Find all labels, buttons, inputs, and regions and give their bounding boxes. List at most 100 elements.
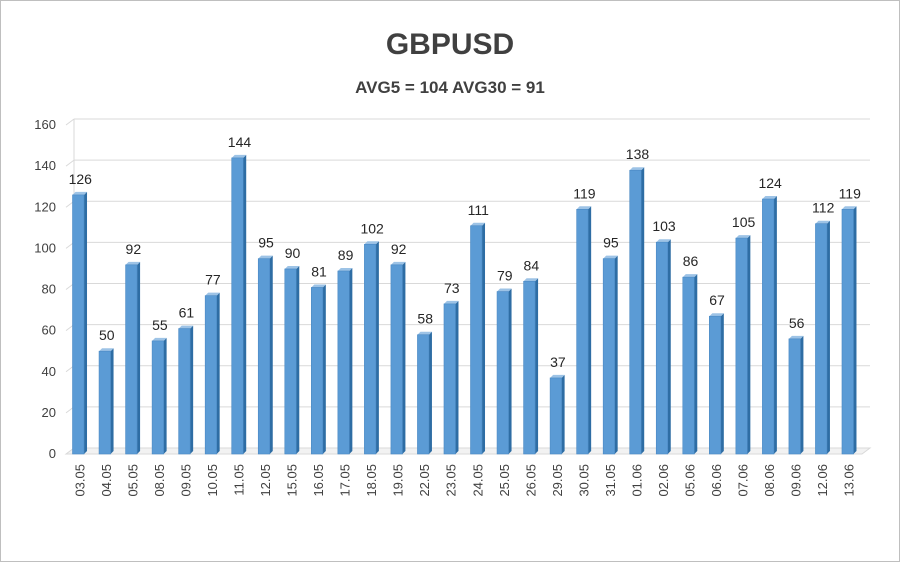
data-label: 95 <box>258 235 274 251</box>
bar <box>151 337 167 455</box>
bar-front <box>523 280 536 455</box>
bar-side <box>455 300 459 454</box>
bar-top <box>284 265 300 269</box>
x-tick-label: 18.05 <box>364 464 379 497</box>
bar-side <box>535 278 539 454</box>
bar-top <box>99 348 114 352</box>
bar-front <box>443 303 456 455</box>
data-label: 67 <box>709 292 725 308</box>
bar-side <box>269 255 273 454</box>
bar-side <box>482 222 486 454</box>
x-tick-label: 13.06 <box>842 464 857 497</box>
data-label: 102 <box>360 220 384 236</box>
bar-front <box>337 270 350 455</box>
bar <box>257 255 273 455</box>
bar-top <box>656 239 671 243</box>
bar <box>762 196 777 455</box>
bars <box>72 154 857 455</box>
bar-top <box>337 267 353 271</box>
bar-top <box>364 241 379 245</box>
y-tick-label: 0 <box>49 446 56 461</box>
data-label: 126 <box>69 171 93 187</box>
bar <box>364 241 379 455</box>
bar-side <box>614 255 618 454</box>
data-label: 92 <box>391 241 407 257</box>
bar-top <box>443 300 459 304</box>
y-tick-label: 40 <box>42 364 56 379</box>
data-label: 90 <box>285 245 301 261</box>
bar <box>841 206 857 455</box>
y-axis-ticks: 0 20 40 60 80 100 120 140 160 <box>34 117 56 461</box>
data-label: 37 <box>550 354 566 370</box>
bar-top <box>125 261 141 265</box>
bar-front <box>576 209 589 455</box>
x-tick-label: 02.06 <box>656 464 671 497</box>
bar-front <box>257 258 271 455</box>
bar-top <box>603 255 618 259</box>
bar-front <box>655 241 669 455</box>
data-label: 112 <box>812 200 835 216</box>
x-tick-label: 01.06 <box>629 464 644 497</box>
x-tick-label: 09.05 <box>178 464 193 497</box>
x-tick-label: 10.05 <box>205 464 220 497</box>
bar <box>98 348 114 455</box>
bar-front <box>762 198 775 455</box>
x-tick-label: 31.05 <box>603 464 618 497</box>
data-label: 105 <box>732 214 756 230</box>
bar-front <box>629 169 642 455</box>
x-axis-ticks: 03.05 04.05 05.05 08.05 09.05 10.05 11.05 12.05… <box>72 464 856 497</box>
y-tick-label: 20 <box>42 405 56 420</box>
x-tick-label: 09.06 <box>789 464 804 497</box>
bar <box>709 313 724 455</box>
bar-side <box>163 337 167 454</box>
y-tick-label: 60 <box>42 323 56 338</box>
chart-subtitle: AVG5 = 104 AVG30 = 91 <box>355 78 545 97</box>
data-label: 103 <box>652 218 676 234</box>
x-tick-label: 03.05 <box>72 464 87 497</box>
x-tick-label: 08.06 <box>762 464 777 497</box>
data-label: 61 <box>179 305 195 321</box>
bar-front <box>709 315 722 455</box>
bar-side <box>243 154 247 454</box>
data-label: 58 <box>417 311 433 327</box>
bar-front <box>549 377 562 455</box>
data-label: 138 <box>626 146 650 162</box>
bar-side <box>137 261 141 454</box>
bar-top <box>205 292 220 296</box>
bar <box>443 300 459 455</box>
data-label: 92 <box>126 241 142 257</box>
bar-top <box>231 154 247 158</box>
x-tick-label: 24.05 <box>470 464 485 497</box>
y-tick-label: 140 <box>34 158 56 173</box>
bar <box>470 222 486 455</box>
bar-front <box>390 264 403 455</box>
bar-front <box>231 157 244 455</box>
bar <box>284 265 300 455</box>
bar <box>735 235 751 455</box>
data-label: 86 <box>683 253 699 269</box>
gridline-side <box>65 159 75 167</box>
bar <box>390 261 406 455</box>
data-label: 81 <box>311 263 327 279</box>
bar-front <box>417 334 430 455</box>
data-label: 144 <box>228 134 252 150</box>
bar <box>655 239 671 455</box>
x-tick-label: 26.05 <box>523 464 538 497</box>
bar <box>549 374 565 455</box>
bar <box>72 191 88 455</box>
x-tick-label: 22.05 <box>417 464 432 497</box>
x-tick-label: 29.05 <box>550 464 565 497</box>
x-tick-label: 11.05 <box>231 464 246 496</box>
bar-top <box>682 274 698 278</box>
bar-front <box>788 338 801 455</box>
bar <box>576 206 592 455</box>
bar <box>417 331 432 455</box>
bar-top <box>152 337 167 341</box>
bar-front <box>841 209 854 455</box>
bar-top <box>815 220 830 224</box>
bar-side <box>508 288 512 454</box>
bar <box>178 325 194 455</box>
y-tick-label: 80 <box>42 282 56 297</box>
bar-front <box>815 223 828 455</box>
chart-title: GBPUSD <box>385 28 515 61</box>
